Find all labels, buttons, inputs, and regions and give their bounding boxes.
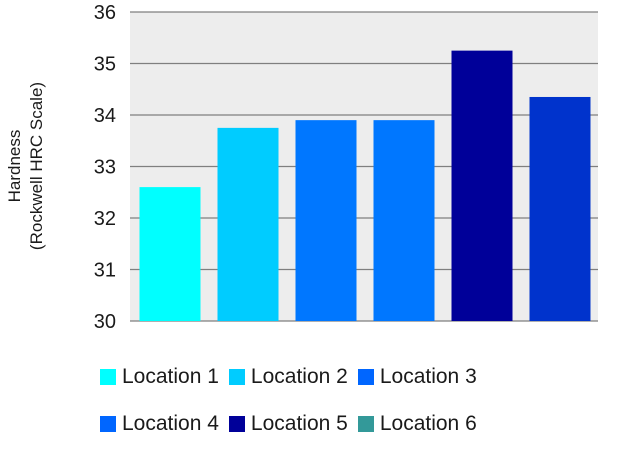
bar-location-1 — [139, 187, 201, 321]
legend-swatch — [100, 416, 116, 432]
legend-item-location-2: Location 2 — [228, 365, 348, 389]
legend-row: Location 4 Location 5 Location 6 — [100, 409, 600, 439]
bar-location-6 — [529, 96, 591, 321]
y-tick-label: 36 — [94, 2, 116, 24]
bar-chart: 30 31 32 33 34 35 36 Hardness (Rockwell HRC Sc… — [5, 2, 598, 333]
legend-swatch — [100, 369, 116, 385]
gridlines — [130, 11, 598, 322]
legend-label: Location 3 — [379, 365, 477, 388]
y-tick-label: 35 — [94, 54, 116, 76]
legend-item-location-5: Location 5 — [228, 412, 348, 436]
y-axis-ticks: 30 31 32 33 34 35 36 — [94, 2, 116, 333]
legend-swatch — [228, 416, 245, 432]
bar-location-3 — [295, 120, 357, 322]
bars — [139, 50, 591, 322]
legend-swatch — [228, 369, 245, 385]
bar-location-5 — [451, 50, 513, 321]
legend-swatch — [357, 416, 374, 432]
legend-label: Location 5 — [250, 412, 348, 435]
legend-row: Location 1 Location 2 Location 3 — [100, 362, 600, 392]
legend-item-location-1: Location 1 — [100, 365, 219, 389]
bar-location-4 — [373, 120, 435, 322]
legend-swatch — [357, 369, 374, 385]
legend-label: Location 2 — [250, 365, 348, 388]
y-tick-label: 32 — [94, 208, 116, 230]
y-tick-label: 34 — [94, 105, 116, 127]
y-axis-label-line-2: (Rockwell HRC Scale) — [27, 82, 46, 250]
y-tick-label: 33 — [94, 157, 116, 179]
y-tick-label: 30 — [94, 311, 116, 333]
legend-item-location-6: Location 6 — [357, 412, 477, 436]
legend: Location 1 Location 2 Location 3 Locatio… — [100, 362, 600, 456]
legend-item-location-3: Location 3 — [357, 365, 477, 389]
y-axis-label-line-1: Hardness — [5, 130, 24, 203]
legend-label: Location 1 — [122, 365, 219, 388]
y-tick-label: 31 — [94, 260, 116, 282]
legend-label: Location 6 — [379, 412, 477, 435]
legend-item-location-4: Location 4 — [100, 412, 219, 436]
legend-label: Location 4 — [122, 412, 219, 435]
bar-location-2 — [217, 127, 279, 321]
